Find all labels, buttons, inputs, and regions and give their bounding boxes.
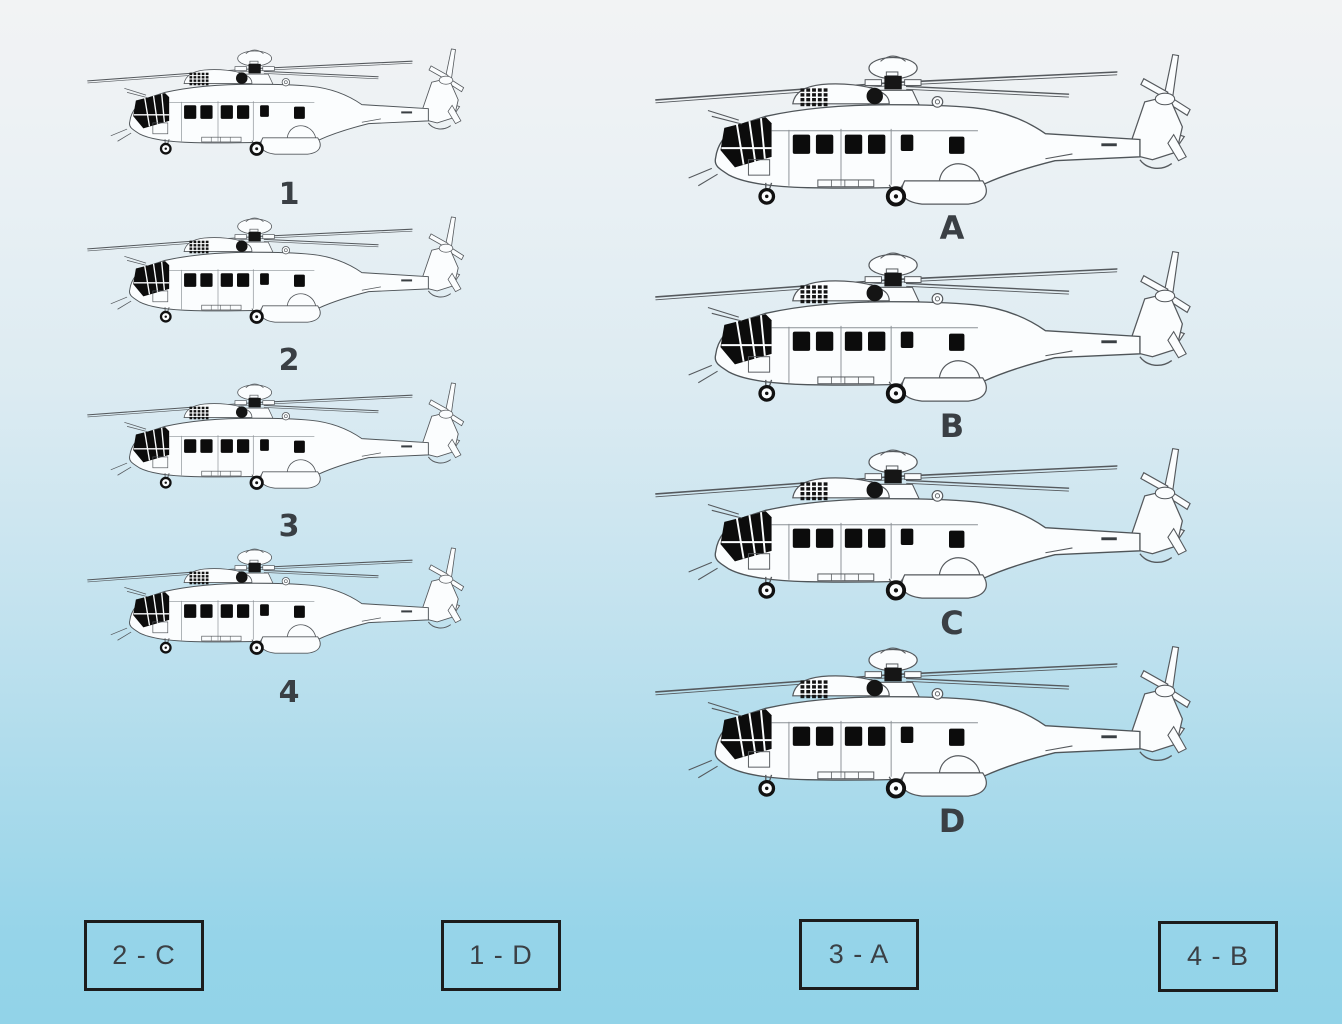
helicopter-A-drawing bbox=[652, 42, 1192, 208]
helicopter-1 bbox=[85, 40, 465, 157]
helicopter-4-drawing bbox=[85, 539, 465, 656]
helicopter-B-drawing bbox=[652, 239, 1192, 405]
helicopter-4 bbox=[85, 539, 465, 656]
helicopter-1-drawing bbox=[85, 40, 465, 157]
helicopter-A bbox=[652, 42, 1192, 208]
helicopter-C bbox=[652, 436, 1192, 602]
helicopter-3-drawing bbox=[85, 374, 465, 491]
helicopter-3-label: 3 bbox=[278, 509, 300, 544]
helicopter-2-drawing bbox=[85, 208, 465, 325]
helicopter-D-label: D bbox=[938, 802, 966, 840]
helicopter-B-label: B bbox=[939, 407, 965, 445]
helicopter-2 bbox=[85, 208, 465, 325]
helicopter-1-label: 1 bbox=[278, 177, 300, 212]
helicopter-D bbox=[652, 634, 1192, 800]
helicopter-B bbox=[652, 239, 1192, 405]
answer-button-1-d[interactable]: 1 - D bbox=[441, 920, 561, 991]
helicopter-C-label: C bbox=[940, 604, 964, 642]
helicopter-C-drawing bbox=[652, 436, 1192, 602]
answer-button-4-b[interactable]: 4 - B bbox=[1158, 921, 1278, 992]
helicopter-D-drawing bbox=[652, 634, 1192, 800]
answer-button-3-a[interactable]: 3 - A bbox=[799, 919, 919, 990]
helicopter-A-label: A bbox=[939, 209, 965, 247]
helicopter-4-label: 4 bbox=[278, 675, 300, 710]
helicopter-3 bbox=[85, 374, 465, 491]
helicopter-2-label: 2 bbox=[278, 343, 300, 378]
answer-button-2-c[interactable]: 2 - C bbox=[84, 920, 204, 991]
